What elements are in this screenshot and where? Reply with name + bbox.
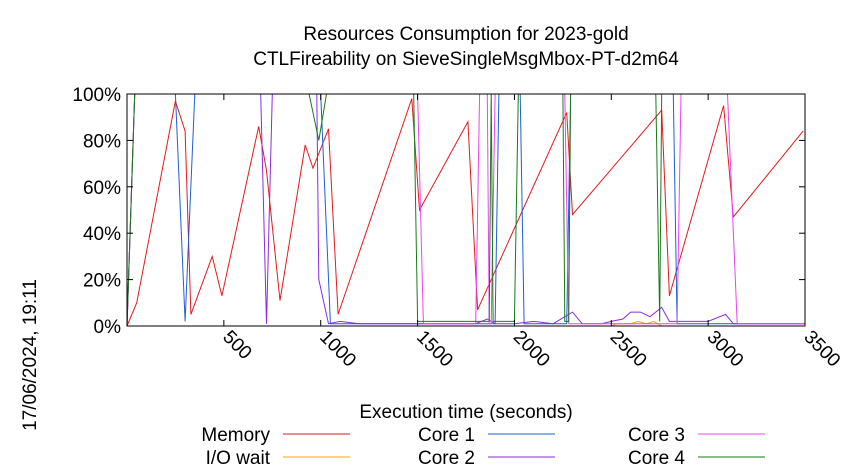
y-tick-label: 100%	[72, 85, 121, 106]
x-axis: 500 1000 1500 2000 2500 3000 3500	[218, 94, 844, 371]
y-tick-label: 40%	[83, 224, 121, 245]
x-tick-label: 500	[218, 327, 255, 364]
plot-area	[126, 93, 805, 327]
x-tick-label: 3000	[703, 327, 748, 372]
series-line-core-3	[126, 93, 805, 327]
chart-title-line2: CTLFireability on SieveSingleMsgMbox-PT-…	[253, 49, 679, 70]
y-tick-label: 20%	[83, 271, 121, 292]
y-axis: 0% 20% 40% 60% 80% 100%	[72, 85, 805, 338]
x-tick-label: 3500	[799, 327, 844, 372]
legend-label-i-o-wait: I/O wait	[206, 448, 271, 469]
y-tick-label: 60%	[83, 178, 121, 199]
series-line-memory	[126, 98, 804, 327]
series-line-i-o-wait	[127, 320, 805, 327]
series-line-core-2	[126, 93, 805, 327]
legend-label-core-4: Core 4	[628, 448, 685, 469]
series-line-core-1	[126, 93, 805, 327]
legend-label-memory: Memory	[201, 425, 270, 446]
y-tick-label: 80%	[83, 131, 121, 152]
legend-label-core-3: Core 3	[628, 425, 685, 446]
x-tick-label: 2000	[509, 327, 554, 372]
x-tick-label: 1000	[315, 327, 360, 372]
timestamp-label: 17/06/2024, 19:11	[20, 279, 41, 431]
x-tick-label: 1500	[412, 327, 457, 372]
legend-label-core-2: Core 2	[418, 448, 475, 469]
chart-title-line1: Resources Consumption for 2023-gold	[303, 24, 628, 45]
x-axis-label: Execution time (seconds)	[359, 402, 572, 423]
plot-frame	[126, 93, 806, 327]
series-line-core-4	[126, 93, 805, 327]
y-tick-label: 0%	[94, 317, 122, 338]
x-tick-label: 2500	[606, 327, 651, 372]
legend-label-core-1: Core 1	[418, 425, 475, 446]
